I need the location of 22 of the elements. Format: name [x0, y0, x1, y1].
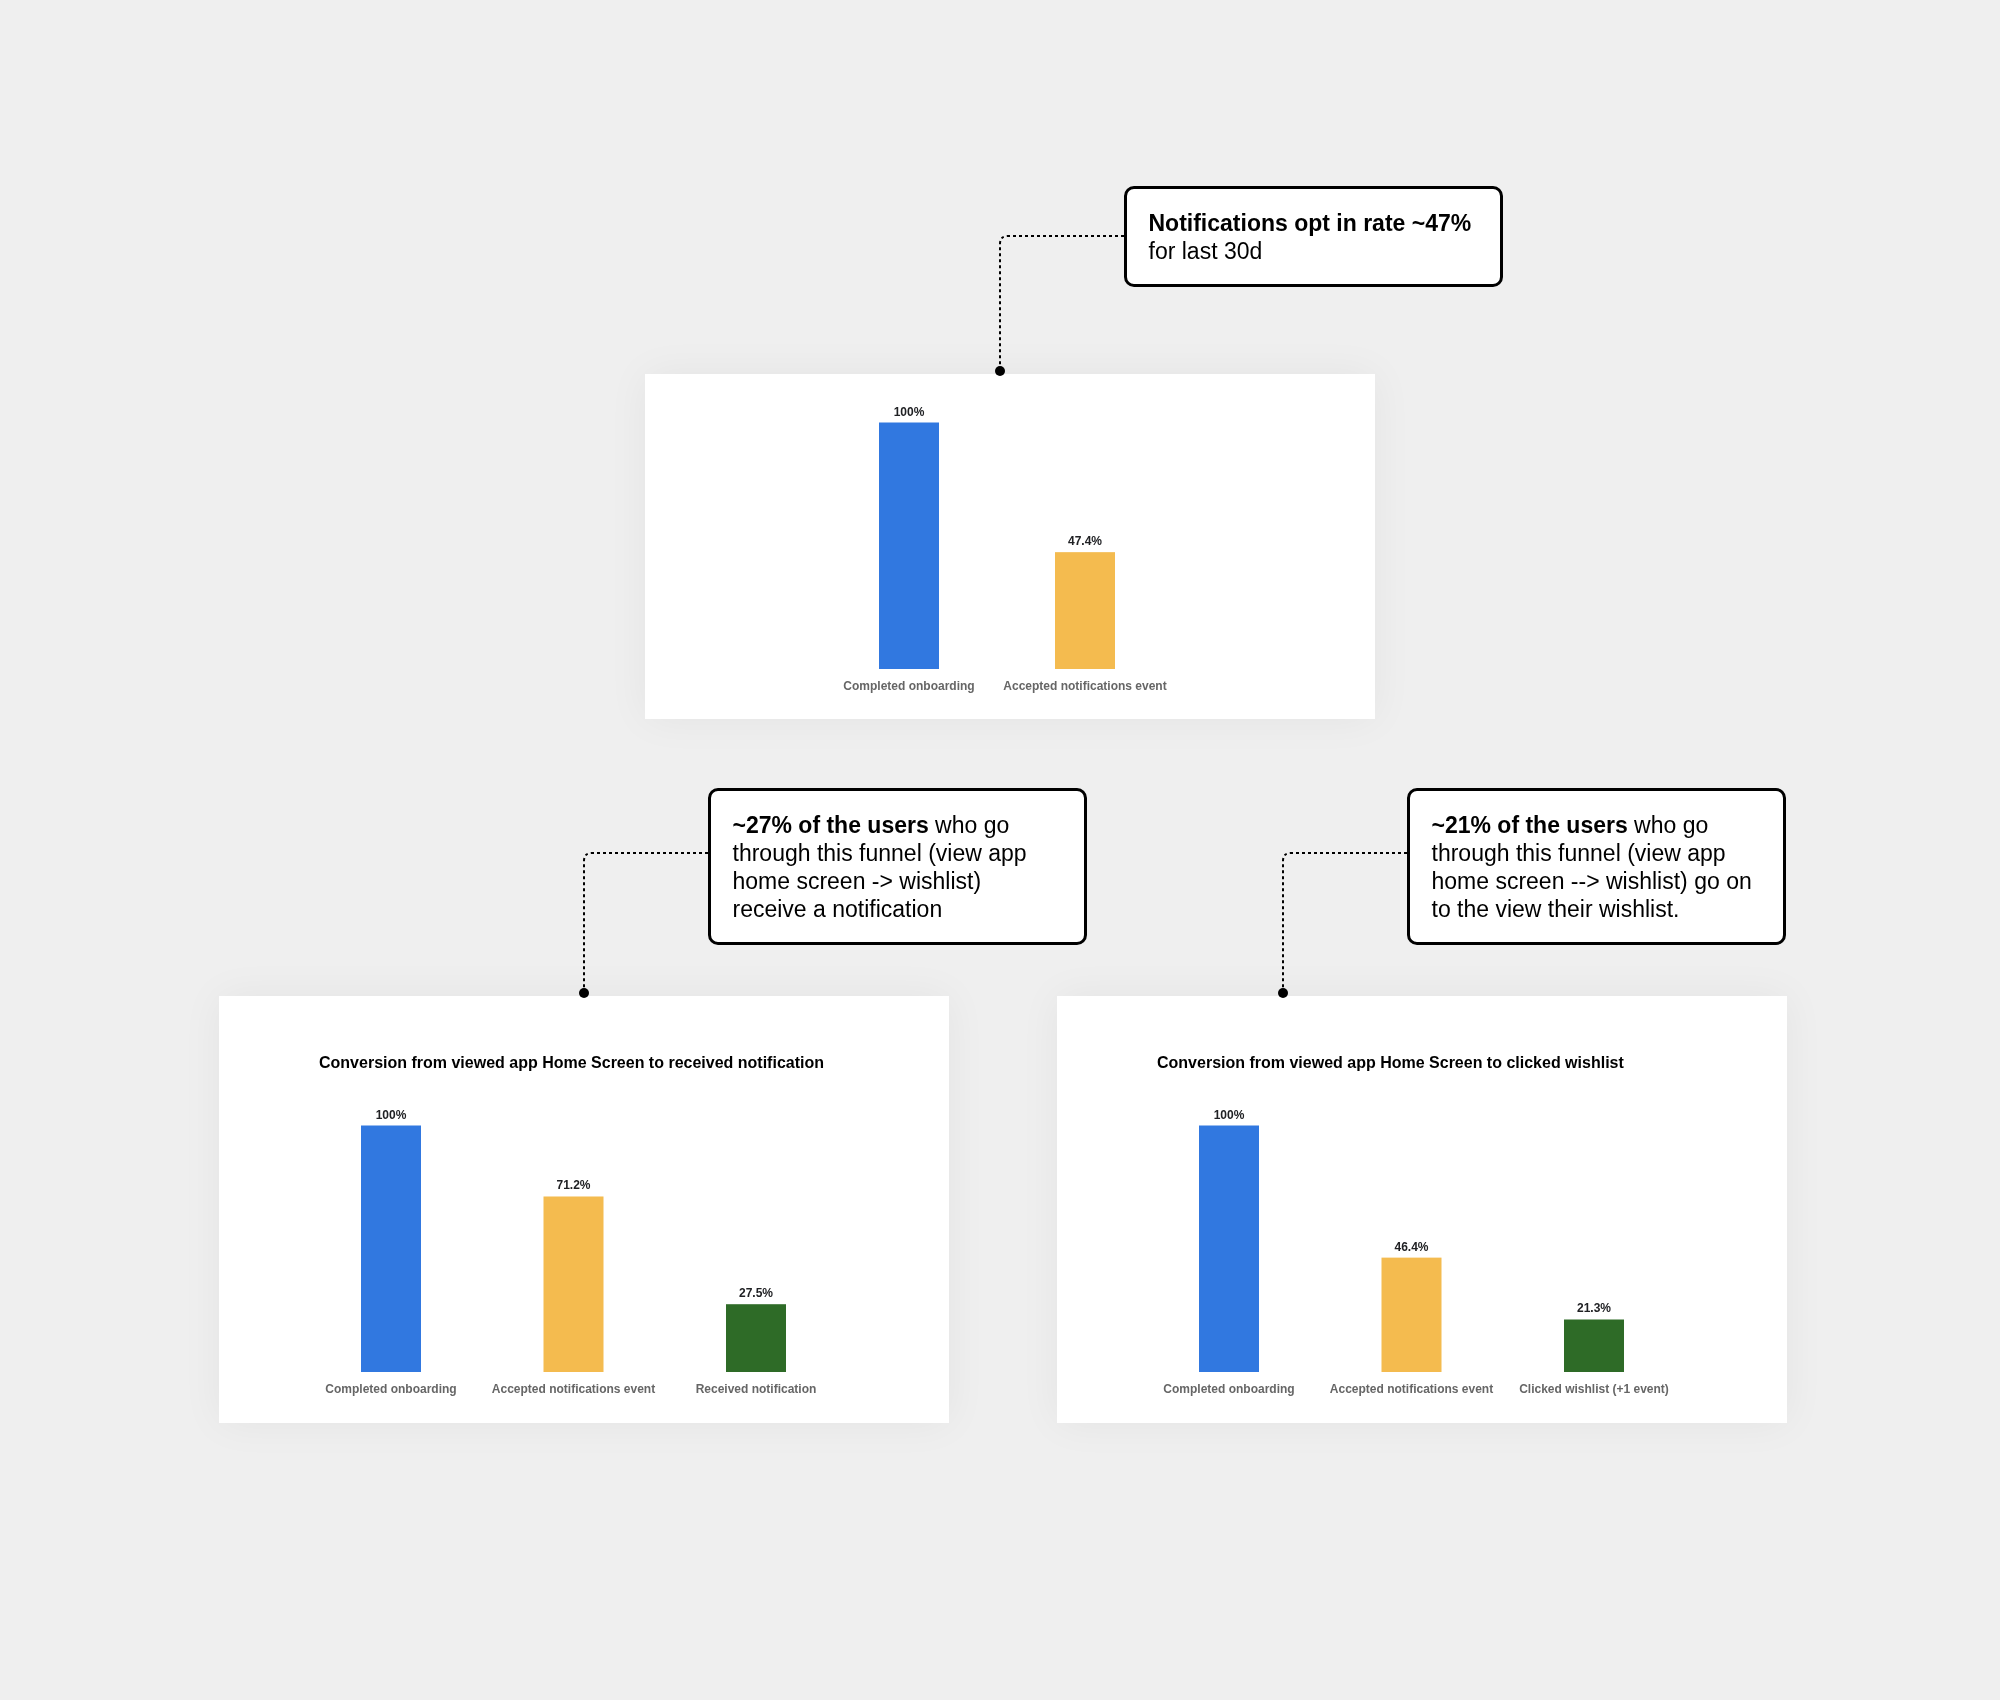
data-label: 100%	[1213, 1107, 1245, 1122]
text: for last 30d	[1148, 237, 1263, 264]
x-tick-label: Received notification	[695, 1382, 817, 1396]
data-label: 27.5%	[738, 1286, 774, 1301]
text: Notifications opt in rate ~47%	[1148, 209, 1472, 236]
x-tick-label: Completed onboarding	[325, 1382, 457, 1396]
data-label: 47.4%	[1067, 534, 1103, 549]
text: ~21% of the users	[1431, 811, 1628, 838]
x-tick-label: Completed onboarding	[1163, 1382, 1295, 1396]
x-tick-label: Clicked wishlist (+1 event)	[1519, 1382, 1669, 1396]
x-tick-label: Accepted notifications event	[491, 1382, 656, 1396]
data-label: 71.2%	[556, 1178, 591, 1193]
x-tick-label: Completed onboarding	[843, 679, 975, 693]
data-label: 21.3%	[1576, 1301, 1612, 1316]
chart-title: Conversion from viewed app Home Screen to received notification	[319, 1054, 825, 1071]
x-tick-label: Accepted notifications event	[1329, 1382, 1494, 1396]
text: ~27% of the users	[732, 811, 929, 838]
data-label: 100%	[375, 1107, 407, 1122]
data-label: 100%	[893, 404, 925, 419]
data-label: 46.4%	[1394, 1239, 1429, 1254]
x-tick-label: Accepted notifications event	[1003, 679, 1167, 693]
chart-title: Conversion from viewed app Home Screen to clicked wishlist	[1157, 1054, 1625, 1071]
